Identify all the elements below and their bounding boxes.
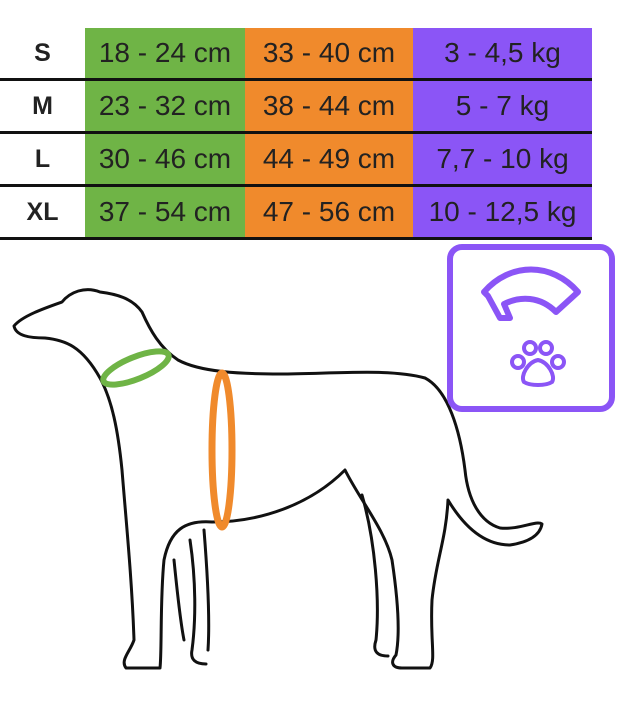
dog-outline (12, 288, 544, 670)
neck-marker (100, 348, 172, 388)
size-value: 5 - 7 kg (413, 81, 592, 131)
size-value: 23 - 32 cm (85, 81, 245, 131)
table-row: M 23 - 32 cm 38 - 44 cm 5 - 7 kg (0, 81, 592, 134)
size-label: L (0, 134, 85, 184)
size-value: 47 - 56 cm (245, 187, 413, 237)
size-value: 33 - 40 cm (245, 28, 413, 78)
table-row: S 18 - 24 cm 33 - 40 cm 3 - 4,5 kg (0, 28, 592, 81)
gauge-icon (481, 266, 581, 321)
table-row: XL 37 - 54 cm 47 - 56 cm 10 - 12,5 kg (0, 187, 592, 240)
chest-marker (208, 369, 236, 531)
size-value: 7,7 - 10 kg (413, 134, 592, 184)
table-row: L 30 - 46 cm 44 - 49 cm 7,7 - 10 kg (0, 134, 592, 187)
size-table: S 18 - 24 cm 33 - 40 cm 3 - 4,5 kg M 23 - 32 … (0, 28, 592, 240)
size-value: 18 - 24 cm (85, 28, 245, 78)
size-value: 37 - 54 cm (85, 187, 245, 237)
paw-icon (510, 340, 566, 387)
size-value: 3 - 4,5 kg (413, 28, 592, 78)
size-label: S (0, 28, 85, 78)
size-value: 30 - 46 cm (85, 134, 245, 184)
size-value: 44 - 49 cm (245, 134, 413, 184)
size-label: M (0, 81, 85, 131)
size-value: 38 - 44 cm (245, 81, 413, 131)
size-value: 10 - 12,5 kg (413, 187, 592, 237)
size-label: XL (0, 187, 85, 237)
